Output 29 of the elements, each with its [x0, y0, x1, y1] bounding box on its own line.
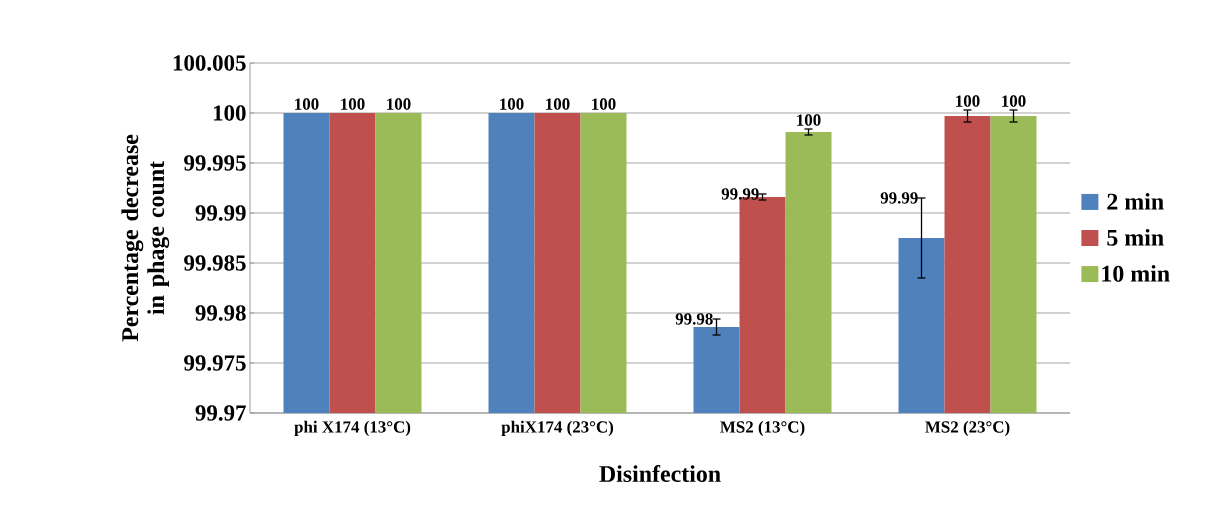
y-tick-label: 100.005	[173, 55, 246, 71]
data-label: 99.99	[721, 188, 759, 200]
data-label: 100	[387, 98, 411, 110]
legend-label: 5 min	[1107, 228, 1164, 246]
data-label: 100	[295, 98, 319, 110]
data-label: 100	[1002, 95, 1026, 107]
data-label: 99.99	[880, 192, 918, 204]
y-tick-label: 99.975	[184, 355, 246, 371]
x-tick-label: phiX174 (23°C)	[501, 420, 614, 437]
data-label: 100	[341, 98, 365, 110]
x-axis-title: Disinfection	[599, 464, 721, 483]
y-tick-label: 99.98	[195, 305, 246, 321]
data-label: 100	[592, 98, 616, 110]
data-label: 100	[500, 98, 524, 110]
data-label: 99.98	[675, 313, 713, 325]
legend-label: 2 min	[1107, 192, 1164, 210]
data-label: 100	[797, 114, 821, 126]
y-tick-label: 99.995	[184, 155, 246, 171]
x-tick-label: phi X174 (13°C)	[294, 420, 411, 437]
legend-label: 10 min	[1102, 265, 1170, 282]
data-label: 100	[956, 95, 980, 107]
y-axis-title: Percentage decrease in phage count	[121, 134, 170, 342]
x-tick-label: MS2 (13°C)	[720, 420, 805, 437]
y-tick-label: 100	[213, 105, 246, 121]
y-tick-label: 99.97	[195, 405, 246, 421]
data-label: 100	[546, 98, 570, 110]
x-tick-label: MS2 (23°C)	[925, 420, 1010, 437]
y-tick-label: 99.985	[184, 255, 246, 271]
y-tick-label: 99.99	[195, 205, 246, 221]
